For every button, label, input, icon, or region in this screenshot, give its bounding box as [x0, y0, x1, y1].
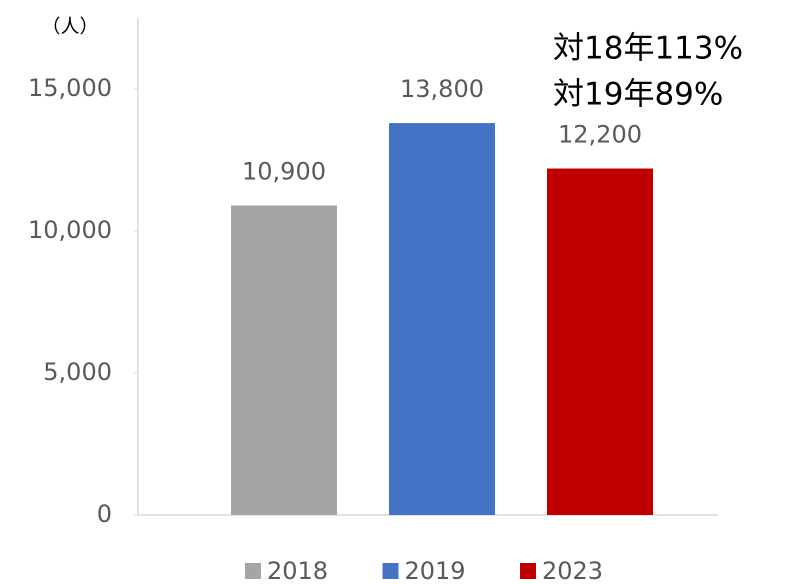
bar: [231, 205, 337, 515]
legend-swatch: [520, 563, 536, 579]
bar: [389, 123, 495, 515]
legend-swatch: [245, 563, 261, 579]
legend-swatch: [382, 563, 399, 579]
legend-label: 2018: [267, 557, 328, 585]
legend-label: 2019: [405, 557, 466, 585]
annotation: 対19年89%: [553, 77, 723, 113]
annotation: 対18年113%: [553, 31, 743, 67]
y-tick-label: 10,000: [28, 216, 112, 244]
value-label: 12,200: [558, 121, 642, 149]
y-tick-label: 0: [97, 500, 112, 528]
legend-label: 2023: [542, 557, 603, 585]
y-tick-label: 5,000: [43, 358, 112, 386]
unit-label: （人）: [41, 16, 98, 38]
bar: [547, 168, 653, 515]
y-tick-label: 15,000: [28, 74, 112, 102]
value-label: 10,900: [242, 157, 326, 185]
value-label: 13,800: [400, 75, 484, 103]
